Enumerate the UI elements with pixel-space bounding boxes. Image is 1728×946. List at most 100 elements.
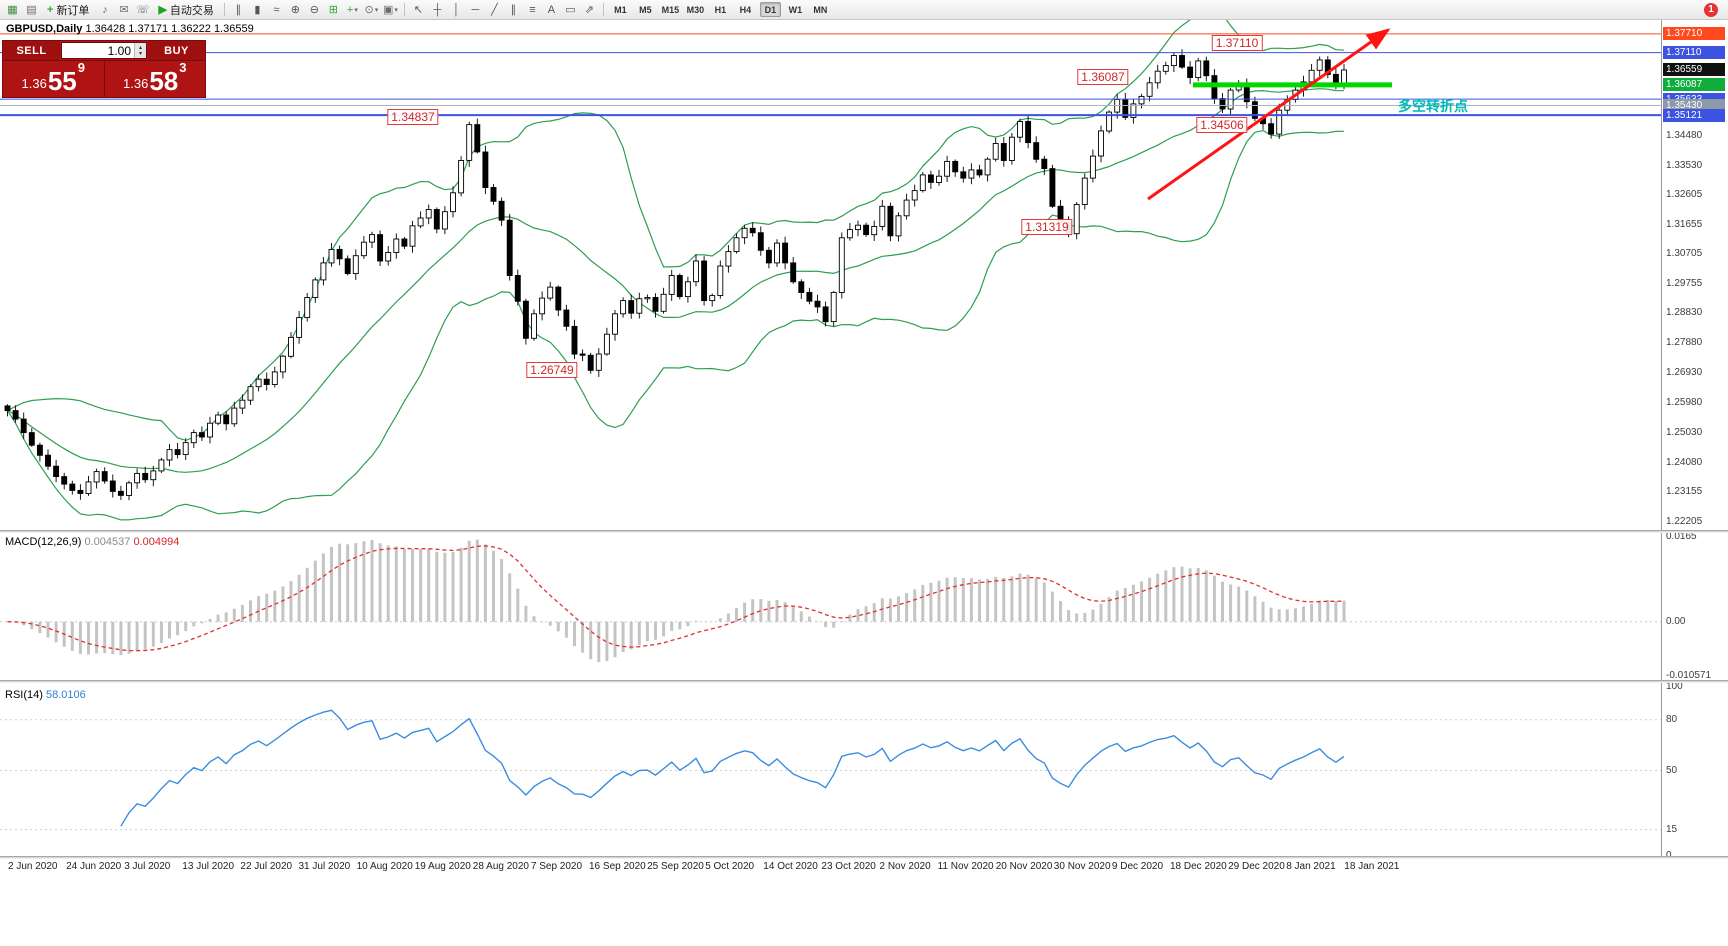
price-axis-pill: 1.35121 bbox=[1663, 108, 1725, 122]
time-axis-label: 19 Aug 2020 bbox=[414, 861, 471, 872]
periods-icon[interactable]: ⊙ ▾ bbox=[364, 4, 379, 16]
time-axis-label: 29 Dec 2020 bbox=[1228, 861, 1285, 872]
chart-objects bbox=[0, 28, 1661, 201]
cursor-icon[interactable]: ↖ bbox=[413, 4, 424, 16]
candlestick-chart-icon[interactable]: ▮ bbox=[254, 4, 261, 16]
timeframe-d1[interactable]: D1 bbox=[759, 2, 781, 17]
buy-button[interactable]: 1.36 58 3 bbox=[105, 61, 206, 97]
arrows-icon[interactable]: ⇗ bbox=[584, 4, 595, 16]
time-axis-separator bbox=[0, 856, 1728, 859]
notification-badge[interactable]: 1 bbox=[1704, 2, 1718, 17]
macd-axis-tick: 0.0165 bbox=[1666, 531, 1697, 543]
trend-line[interactable] bbox=[1147, 28, 1391, 201]
text-label-icon[interactable]: ▭ bbox=[565, 4, 576, 16]
mobile-terminal-icon[interactable]: ☏ bbox=[136, 4, 150, 16]
time-axis-label: 5 Oct 2020 bbox=[705, 861, 755, 872]
time-axis-label: 9 Dec 2020 bbox=[1111, 861, 1164, 872]
price-annotation[interactable]: 1.26749 bbox=[526, 362, 578, 378]
text-icon[interactable]: A bbox=[547, 3, 556, 16]
timeframe-h1[interactable]: H1 bbox=[714, 4, 727, 15]
trendline-icon[interactable]: ╱ bbox=[491, 4, 498, 16]
time-axis-label: 3 Jul 2020 bbox=[124, 861, 171, 872]
price-axis-tick: 1.30705 bbox=[1666, 248, 1703, 260]
macd-plot bbox=[0, 539, 1661, 662]
indicators-icon[interactable]: + ▾ bbox=[346, 3, 358, 16]
rsi-axis-tick: 80 bbox=[1666, 714, 1678, 726]
templates-icon[interactable]: ▣ ▾ bbox=[382, 4, 398, 16]
timeframe-m5[interactable]: M5 bbox=[639, 4, 652, 15]
buy-price-prefix: 1.36 bbox=[123, 76, 149, 91]
timeframe-m15[interactable]: M15 bbox=[661, 4, 680, 15]
time-axis-label: 31 Jul 2020 bbox=[298, 861, 351, 872]
candles-layer bbox=[4, 49, 1347, 501]
buy-price-big: 58 bbox=[149, 66, 179, 96]
timeframe-m30[interactable]: M30 bbox=[686, 4, 705, 15]
step-down-icon[interactable]: ▾ bbox=[138, 50, 142, 57]
time-axis-label: 22 Jul 2020 bbox=[240, 861, 293, 872]
price-annotation[interactable]: 1.34837 bbox=[387, 109, 439, 125]
auto-trading-button-icon: ▶ bbox=[158, 4, 167, 16]
sell-button[interactable]: 1.36 55 9 bbox=[3, 61, 105, 97]
macd-indicator-label: MACD(12,26,9) 0.004537 0.004994 bbox=[5, 536, 179, 548]
volume-value: 1.00 bbox=[107, 44, 131, 58]
fibonacci-icon[interactable]: ≡ bbox=[529, 3, 536, 16]
price-axis-tick: 1.32605 bbox=[1666, 188, 1703, 200]
price-annotation[interactable]: 1.34506 bbox=[1196, 117, 1248, 133]
time-axis-label: 25 Sep 2020 bbox=[647, 861, 704, 872]
mail-icon[interactable]: ✉ bbox=[119, 4, 129, 16]
time-axis-label: 16 Sep 2020 bbox=[589, 861, 646, 872]
macd-name: MACD(12,26,9) bbox=[5, 536, 82, 548]
price-axis-pill: 1.36087 bbox=[1663, 78, 1725, 92]
price-annotation[interactable]: 1.31319 bbox=[1021, 219, 1073, 235]
time-axis-label: 10 Aug 2020 bbox=[356, 861, 413, 872]
timeframe-m1[interactable]: M1 bbox=[614, 4, 627, 15]
time-axis-label: 28 Aug 2020 bbox=[472, 861, 529, 872]
horizontal-line-icon[interactable]: ─ bbox=[471, 3, 480, 16]
time-axis-label: 7 Sep 2020 bbox=[530, 861, 583, 872]
macd-main-value: 0.004537 bbox=[84, 536, 131, 548]
buy-header[interactable]: BUY bbox=[148, 41, 205, 60]
one-click-trading-panel: SELL 1.00 ▴ ▾ BUY 1.36 55 9 1.36 58 3 bbox=[2, 40, 206, 98]
price-axis-tick: 1.25030 bbox=[1666, 426, 1703, 438]
profiles-icon[interactable]: ▤ bbox=[26, 4, 37, 16]
equidistant-channel-icon[interactable]: ∥ bbox=[510, 4, 517, 16]
price-axis-tick: 1.22205 bbox=[1666, 515, 1703, 527]
bar-chart-icon[interactable]: ∥ bbox=[235, 4, 242, 16]
new-chart-icon[interactable]: ▦ bbox=[7, 4, 18, 16]
price-axis-pill: 1.36559 bbox=[1663, 63, 1725, 77]
price-axis-tick: 1.34480 bbox=[1666, 129, 1703, 141]
volume-input[interactable]: 1.00 ▴ ▾ bbox=[61, 42, 147, 59]
alerts-icon[interactable]: ♪ bbox=[102, 3, 108, 16]
time-axis-label: 18 Dec 2020 bbox=[1170, 861, 1227, 872]
new-order-button[interactable]: + 新订单 bbox=[47, 3, 90, 17]
time-axis-label: 14 Oct 2020 bbox=[763, 861, 818, 872]
chart-note-text[interactable]: 多空转折点 bbox=[1398, 98, 1468, 114]
macd-axis-tick: -0.010571 bbox=[1666, 670, 1712, 682]
rsi-indicator-label: RSI(14) 58.0106 bbox=[5, 689, 86, 701]
crosshair-icon[interactable]: ┼ bbox=[433, 3, 442, 16]
volume-stepper[interactable]: ▴ ▾ bbox=[134, 43, 146, 58]
panel-splitter[interactable] bbox=[0, 530, 1728, 533]
vertical-line-icon[interactable]: │ bbox=[452, 3, 460, 16]
toolbar-separator bbox=[223, 3, 225, 16]
price-axis-pill: 1.37710 bbox=[1663, 27, 1725, 41]
sell-header[interactable]: SELL bbox=[3, 41, 60, 60]
stepper-up-icon[interactable]: ▴ bbox=[138, 44, 142, 51]
auto-trading-button[interactable]: ▶ 自动交易 bbox=[158, 4, 214, 17]
price-annotation[interactable]: 1.37110 bbox=[1211, 35, 1263, 51]
timeframe-w1[interactable]: W1 bbox=[788, 4, 803, 15]
tile-windows-icon[interactable]: ⊞ bbox=[328, 4, 339, 16]
price-annotation[interactable]: 1.36087 bbox=[1077, 69, 1129, 85]
line-chart-icon[interactable]: ≈ bbox=[273, 3, 280, 16]
panel-splitter[interactable] bbox=[0, 680, 1728, 683]
zoom-in-icon[interactable]: ⊕ bbox=[290, 4, 301, 16]
sell-price-prefix: 1.36 bbox=[21, 76, 47, 91]
rsi-axis-tick: 0 bbox=[1666, 849, 1672, 861]
timeframe-mn[interactable]: MN bbox=[813, 4, 828, 15]
time-axis-label: 11 Nov 2020 bbox=[937, 861, 994, 872]
rsi-axis-tick: 15 bbox=[1666, 824, 1678, 836]
timeframe-h4[interactable]: H4 bbox=[739, 4, 752, 15]
zoom-out-icon[interactable]: ⊖ bbox=[309, 4, 320, 16]
